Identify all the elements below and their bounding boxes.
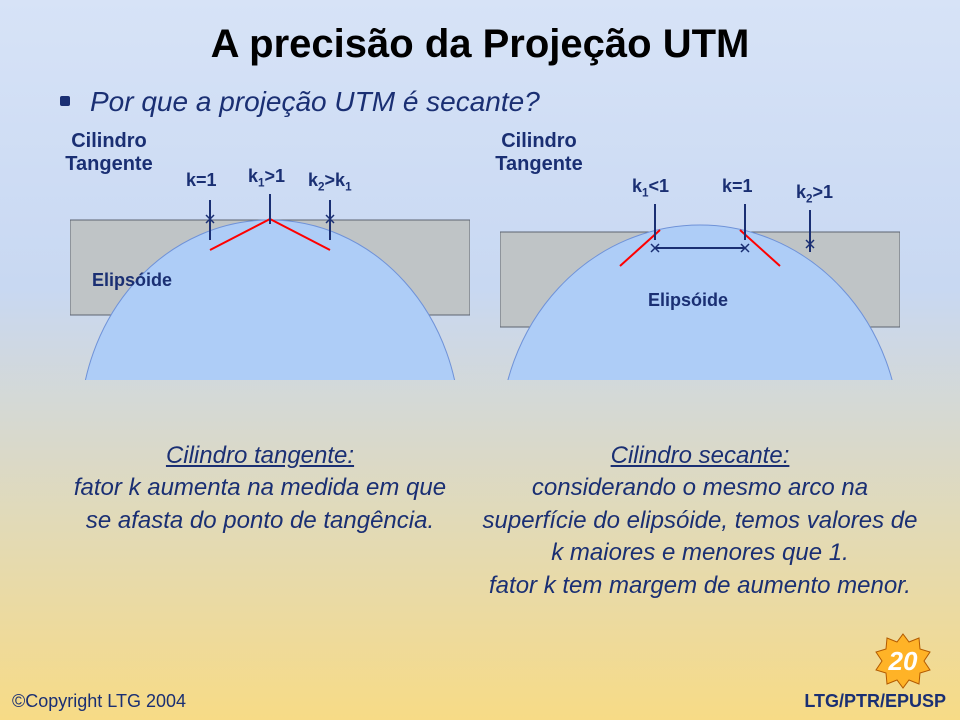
col-right-body1: considerando o mesmo arco na superfície … — [483, 474, 918, 566]
k2-gt-k1: k2>k1 — [308, 170, 352, 194]
k1-lt-1: k1<1 — [632, 176, 669, 200]
col-left-body: fator k aumenta na medida em que se afas… — [74, 474, 446, 533]
subtitle: Por que a projeção UTM é secante? — [90, 86, 540, 118]
diagram-tangent: CilindroTangente k=1 k1>1 k2>k1 Elipsóid… — [70, 140, 470, 380]
bullet-icon — [60, 96, 70, 106]
page-title: A precisão da Projeção UTM — [0, 22, 960, 67]
left-top-label: CilindroTangente — [64, 130, 154, 176]
page-number: 20 — [874, 632, 932, 690]
col-left-heading: Cilindro tangente: — [166, 442, 354, 469]
k-eq-1-r: k=1 — [722, 176, 753, 197]
col-left: Cilindro tangente: fator k aumenta na me… — [60, 440, 460, 537]
k2-gt-1: k2>1 — [796, 182, 833, 206]
footer-left: ©Copyright LTG 2004 — [12, 691, 186, 712]
col-right-heading: Cilindro secante: — [611, 442, 790, 469]
col-right: Cilindro secante: considerando o mesmo a… — [480, 440, 920, 602]
slide: A precisão da Projeção UTM Por que a pro… — [0, 0, 960, 720]
right-ellipsoid-label: Elipsóide — [648, 290, 728, 311]
k-eq-1: k=1 — [186, 170, 217, 191]
col-right-body2: fator k tem margem de aumento menor. — [489, 572, 911, 599]
right-top-label: CilindroTangente — [494, 130, 584, 176]
diagram-secant: CilindroTangente k1<1 k=1 k2>1 Elipsóide — [500, 140, 900, 380]
footer-right: LTG/PTR/EPUSP — [804, 691, 946, 712]
left-ellipsoid-label: Elipsóide — [92, 270, 172, 291]
k1-gt-1: k1>1 — [248, 166, 285, 190]
page-number-badge: 20 — [874, 632, 932, 690]
